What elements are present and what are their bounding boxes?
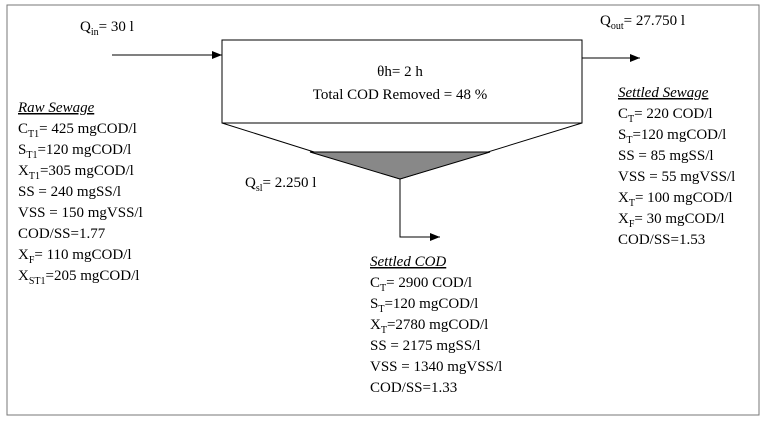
subscript: T (381, 325, 387, 336)
parameter: COD/SS=1.33 (370, 380, 457, 396)
parameter: ST=120 mgCOD/l (370, 296, 478, 315)
subscript: in (91, 27, 99, 38)
subscript: F (29, 255, 35, 266)
label: COD/SS=1.77 (18, 226, 106, 242)
flow-label: Qsl= 2.250 l (245, 175, 316, 194)
label: X (370, 317, 381, 333)
subscript: T (629, 198, 635, 209)
reactor (221, 39, 583, 124)
subscript: T (380, 283, 386, 294)
label: X (618, 190, 629, 206)
label: = 30 mgCOD/l (634, 211, 724, 227)
subscript: T (626, 135, 632, 146)
label: =205 mgCOD/l (46, 268, 140, 284)
parameter: XST1=205 mgCOD/l (18, 268, 139, 287)
label: Q (245, 175, 256, 191)
subscript: sl (256, 183, 263, 194)
label: X (18, 268, 29, 284)
label: =120 mgCOD/l (384, 296, 478, 312)
label: SS = 85 mgSS/l (618, 148, 714, 164)
group-title: Settled COD (370, 254, 446, 270)
parameter: XF= 30 mgCOD/l (618, 211, 725, 230)
reactor-label: Total COD Removed = 48 % (313, 87, 487, 103)
parameter: ST1=120 mgCOD/l (18, 142, 131, 161)
label: Q (600, 13, 611, 29)
label: X (618, 211, 629, 227)
label: = 425 mgCOD/l (39, 121, 137, 137)
label: X (18, 247, 29, 263)
label: = 220 COD/l (634, 106, 712, 122)
subscript: T1 (29, 171, 40, 182)
parameter: COD/SS=1.53 (618, 232, 705, 248)
flow-label: Qout= 27.750 l (600, 13, 685, 32)
label: =2780 mgCOD/l (387, 317, 488, 333)
label: SS = 2175 mgSS/l (370, 338, 481, 354)
label: = 27.750 l (624, 13, 685, 29)
label: X (18, 163, 29, 179)
label: = 110 mgCOD/l (34, 247, 131, 263)
label: VSS = 150 mgVSS/l (18, 205, 143, 221)
subscript: T (628, 114, 634, 125)
reactor-label: θh= 2 h (377, 64, 423, 80)
parameter: SS = 240 mgSS/l (18, 184, 121, 200)
parameter: VSS = 150 mgVSS/l (18, 205, 143, 221)
flow-label: Qin= 30 l (80, 19, 134, 38)
label: = 2900 COD/l (386, 275, 472, 291)
sludge-arrow (399, 179, 440, 241)
label: S (618, 127, 626, 143)
group-title: Raw Sewage (17, 100, 95, 116)
parameter: CT= 220 COD/l (618, 106, 713, 125)
subscript: T (378, 304, 384, 315)
frame (6, 4, 760, 416)
label: Q (80, 19, 91, 35)
label: COD/SS=1.53 (618, 232, 705, 248)
parameter: VSS = 1340 mgVSS/l (370, 359, 502, 375)
subscript: F (629, 219, 635, 230)
parameter: ST=120 mgCOD/l (618, 127, 726, 146)
parameter: SS = 2175 mgSS/l (370, 338, 481, 354)
parameter: XT= 100 mgCOD/l (618, 190, 733, 209)
sludge (309, 151, 491, 180)
parameter: CT= 2900 COD/l (370, 275, 472, 294)
label: SS = 240 mgSS/l (18, 184, 121, 200)
parameter: XT=2780 mgCOD/l (370, 317, 488, 336)
parameter: XT1=305 mgCOD/l (18, 163, 134, 182)
label: C (618, 106, 628, 122)
parameter: SS = 85 mgSS/l (618, 148, 714, 164)
label: VSS = 55 mgVSS/l (618, 169, 735, 185)
subscript: out (611, 21, 624, 32)
label: = 30 l (99, 19, 134, 35)
label: C (370, 275, 380, 291)
label: VSS = 1340 mgVSS/l (370, 359, 502, 375)
label: = 2.250 l (263, 175, 317, 191)
subscript: T1 (28, 129, 39, 140)
label: =120 mgCOD/l (37, 142, 131, 158)
group-title: Settled Sewage (618, 85, 709, 101)
subscript: T1 (26, 150, 37, 161)
parameter: CT1= 425 mgCOD/l (18, 121, 137, 140)
label: =120 mgCOD/l (632, 127, 726, 143)
label: S (370, 296, 378, 312)
subscript: ST1 (29, 276, 46, 287)
parameter: COD/SS=1.77 (18, 226, 106, 242)
label: COD/SS=1.33 (370, 380, 457, 396)
parameter: XF= 110 mgCOD/l (18, 247, 131, 266)
parameter: VSS = 55 mgVSS/l (618, 169, 735, 185)
label: = 100 mgCOD/l (635, 190, 733, 206)
label: =305 mgCOD/l (40, 163, 134, 179)
label: C (18, 121, 28, 137)
label: S (18, 142, 26, 158)
